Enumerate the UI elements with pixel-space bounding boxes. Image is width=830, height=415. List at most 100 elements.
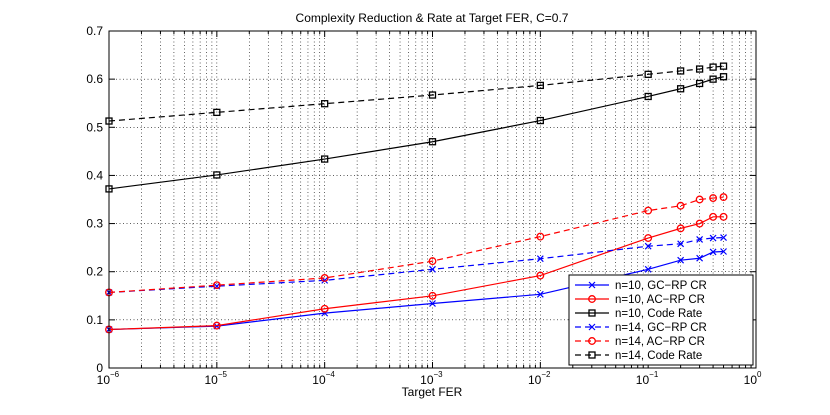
- series-line: [108, 196, 724, 294]
- data-point: [428, 138, 437, 146]
- square-marker: [588, 351, 596, 359]
- data-point: [695, 195, 704, 204]
- square-marker: [676, 85, 685, 93]
- square-marker: [536, 116, 544, 125]
- data-point: [320, 274, 329, 282]
- data-point: [644, 70, 652, 78]
- y-tick-label: 0.5: [86, 120, 103, 134]
- series-2: [105, 73, 728, 193]
- data-point: [696, 236, 704, 243]
- data-point: [320, 304, 329, 313]
- square-marker: [536, 81, 544, 90]
- x-marker: [677, 240, 685, 248]
- x-tick-label-exponent: −1: [649, 370, 659, 379]
- x-tick-label: 10 −1: [636, 370, 659, 387]
- data-point: [212, 321, 221, 330]
- circle-marker: [320, 274, 329, 282]
- x-marker: [536, 290, 544, 298]
- x-marker: [696, 254, 704, 262]
- x-tick-label-exponent: −3: [434, 370, 444, 379]
- x-marker: [696, 236, 704, 243]
- x-tick-label: 10 −3: [420, 370, 443, 387]
- circle-marker: [695, 195, 704, 204]
- data-point: [213, 108, 221, 117]
- data-point: [536, 271, 545, 280]
- circle-marker: [719, 193, 728, 202]
- x-marker: [536, 255, 544, 263]
- data-point: [719, 73, 728, 81]
- x-marker-stroke: [536, 290, 544, 298]
- data-point: [429, 300, 436, 307]
- circle-marker: [719, 212, 728, 221]
- x-marker-stroke: [696, 236, 704, 243]
- square-marker: [644, 70, 652, 78]
- x-tick-label: 10 −5: [204, 370, 227, 387]
- x-marker-stroke: [720, 234, 727, 241]
- x-marker-stroke: [720, 248, 727, 255]
- circle-marker: [676, 201, 685, 210]
- x-tick-label: 10 −2: [528, 370, 551, 387]
- data-point: [695, 79, 704, 88]
- legend-label: n=14, Code Rate: [615, 350, 702, 362]
- square-marker: [428, 91, 437, 99]
- square-marker: [428, 138, 437, 146]
- x-tick-labels: 10 −6 10 −5 10 −4 10 −3 10 −2 10 −1 10 0: [97, 370, 762, 387]
- square-marker: [709, 63, 717, 71]
- data-point: [677, 240, 685, 248]
- square-marker: [695, 79, 704, 88]
- data-point: [676, 85, 685, 93]
- x-marker: [644, 242, 652, 250]
- x-tick-label: 10 −4: [312, 370, 335, 387]
- circle-marker: [644, 234, 653, 242]
- y-tick-label: 0.4: [86, 168, 103, 182]
- x-marker-stroke: [321, 276, 329, 284]
- data-point: [695, 65, 704, 73]
- circle-marker: [536, 271, 545, 280]
- x-marker: [429, 265, 436, 273]
- circle-marker: [536, 232, 545, 241]
- square-marker: [644, 92, 652, 101]
- data-point: [695, 219, 704, 228]
- data-point: [719, 193, 728, 202]
- data-point: [644, 92, 652, 101]
- x-tick-label-base: 10: [204, 373, 218, 387]
- data-point: [644, 234, 653, 242]
- y-tick-label: 0.1: [86, 313, 103, 327]
- data-point: [428, 291, 437, 300]
- circle-marker: [212, 321, 221, 330]
- legend-item: n=10, AC−RP CR: [575, 294, 705, 306]
- data-point: [719, 62, 728, 70]
- x-tick-label-base: 10: [528, 373, 542, 387]
- data-point: [321, 100, 329, 108]
- x-marker: [720, 234, 727, 241]
- square-marker: [719, 62, 728, 70]
- legend: n=10, GC−RP CR n=10, AC−RP CR n=10, Code R…: [568, 274, 754, 366]
- x-marker-stroke: [644, 265, 652, 273]
- square-marker: [213, 108, 221, 117]
- x-tick-label-base: 10: [744, 373, 758, 387]
- legend-item: n=14, GC−RP CR: [575, 322, 707, 334]
- x-marker-stroke: [677, 256, 685, 264]
- x-tick-label-base: 10: [420, 373, 434, 387]
- data-point: [644, 265, 652, 273]
- legend-box: [568, 274, 754, 366]
- legend-item: n=14, Code Rate: [575, 350, 702, 362]
- circle-marker: [709, 212, 718, 221]
- circle-marker: [428, 291, 437, 300]
- circle-marker: [695, 219, 704, 228]
- circle-marker: [588, 295, 596, 303]
- y-tick-label: 0.7: [86, 24, 103, 38]
- x-marker-stroke: [709, 234, 717, 242]
- data-point: [321, 155, 329, 163]
- x-tick-label-exponent: −5: [218, 370, 228, 379]
- x-marker-stroke: [429, 265, 436, 273]
- circle-marker: [676, 224, 685, 233]
- data-point: [696, 254, 704, 262]
- x-tick-label-exponent: −2: [541, 370, 551, 379]
- x-marker-stroke: [677, 240, 685, 248]
- series-line: [108, 236, 724, 294]
- circle-marker: [588, 337, 596, 345]
- circle-marker: [709, 194, 718, 203]
- legend-item: n=10, GC−RP CR: [575, 280, 707, 292]
